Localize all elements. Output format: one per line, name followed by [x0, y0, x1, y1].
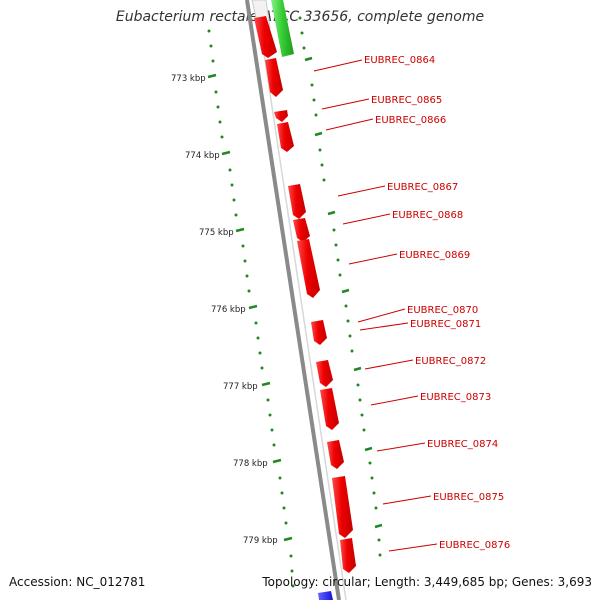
gene-arrow [274, 110, 288, 122]
scale-tick-label: 776 kbp [211, 305, 246, 315]
gene-label: EUBREC_0871 [410, 319, 481, 330]
gene-label: EUBREC_0868 [392, 210, 463, 221]
gene-label: EUBREC_0875 [433, 492, 504, 503]
gene-label: EUBREC_0872 [415, 356, 486, 367]
forward-genes [254, 16, 356, 573]
gene-label: EUBREC_0869 [399, 250, 470, 261]
gene-arrow [293, 218, 310, 242]
gene-arrow [327, 440, 344, 469]
gene-label: EUBREC_0873 [420, 392, 491, 403]
scale-ring-left [207, 29, 295, 588]
gene-arrow [265, 58, 283, 97]
label-leaders [313, 59, 438, 552]
gene-label: EUBREC_0874 [427, 439, 498, 450]
scale-ring-right [298, 16, 382, 557]
scale-dashes-right [304, 56, 383, 529]
gene-arrow [340, 538, 356, 573]
genome-summary-text: Topology: circular; Length: 3,449,685 bp… [262, 575, 592, 589]
scale-ticks [207, 73, 293, 542]
scale-tick-label: 779 kbp [243, 536, 278, 546]
scale-tick-label: 773 kbp [171, 74, 206, 84]
gene-arrow [254, 16, 277, 58]
gene-arrow [277, 122, 294, 152]
gene-label: EUBREC_0876 [439, 540, 510, 551]
accession-text: Accession: NC_012781 [9, 575, 146, 589]
genome-backbone-edge [255, 0, 347, 600]
scale-tick-label: 775 kbp [199, 228, 234, 238]
gene-arrow-blue [318, 591, 333, 600]
gene-arrow [297, 239, 320, 298]
gene-arrow-green [271, 0, 294, 57]
gene-arrow [320, 388, 339, 430]
gene-label: EUBREC_0864 [364, 55, 435, 66]
scale-tick-label: 778 kbp [233, 459, 268, 469]
gene-arrow [288, 184, 306, 219]
gene-label: EUBREC_0865 [371, 95, 442, 106]
scale-tick-label: 777 kbp [223, 382, 258, 392]
gene-label: EUBREC_0867 [387, 182, 458, 193]
gene-arrow [311, 320, 327, 345]
gene-label: EUBREC_0866 [375, 115, 446, 126]
genome-backbone [245, 0, 341, 600]
scale-tick-label: 774 kbp [185, 151, 220, 161]
gene-arrow [316, 360, 333, 387]
gene-label: EUBREC_0870 [407, 305, 478, 316]
gene-arrow [332, 476, 353, 538]
